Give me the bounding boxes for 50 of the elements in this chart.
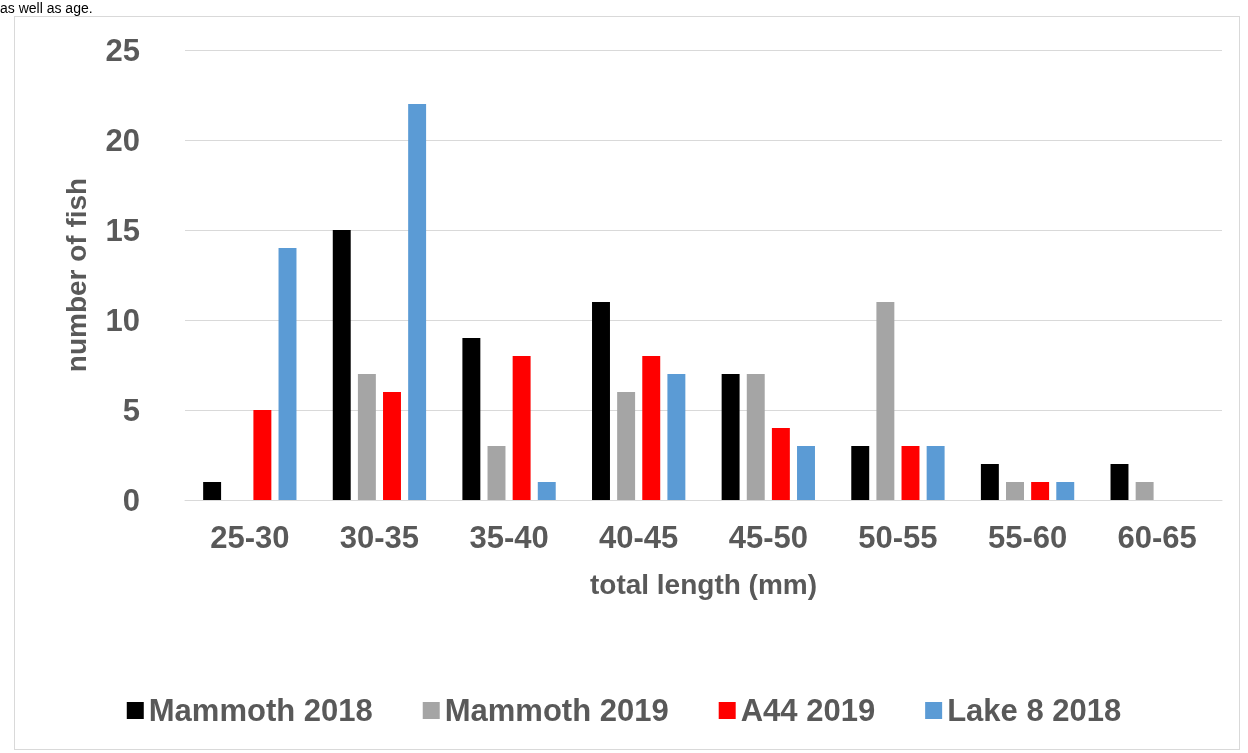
y-tick-label: 20 bbox=[105, 122, 140, 158]
text: as well as age. bbox=[0, 0, 93, 16]
bar bbox=[901, 446, 920, 500]
bar bbox=[1110, 464, 1129, 500]
x-tick-label: 55-60 bbox=[987, 520, 1068, 555]
y-tick-label: 15 bbox=[105, 212, 140, 248]
bar bbox=[357, 374, 376, 500]
bar bbox=[1135, 482, 1154, 500]
y-tick-label: 5 bbox=[122, 392, 140, 428]
bar bbox=[278, 248, 297, 500]
bar bbox=[721, 374, 740, 500]
x-tick-label: 35-40 bbox=[469, 520, 549, 555]
bar bbox=[797, 446, 815, 500]
bar bbox=[980, 464, 999, 500]
x-tick-label: 60-65 bbox=[1117, 520, 1197, 555]
bar bbox=[383, 392, 401, 500]
y-tick-label: 0 bbox=[122, 482, 140, 518]
x-tick-label: 30-35 bbox=[339, 520, 420, 555]
bar bbox=[642, 356, 661, 500]
bar bbox=[746, 374, 765, 500]
bar bbox=[851, 446, 870, 500]
bar bbox=[771, 428, 790, 500]
bar bbox=[203, 482, 222, 500]
x-tick-label: 40-45 bbox=[599, 520, 679, 555]
bar bbox=[1031, 482, 1050, 500]
y-tick-label: 25 bbox=[105, 32, 140, 68]
x-axis-title: total length (mm) bbox=[589, 568, 818, 600]
bar bbox=[592, 302, 610, 500]
bar bbox=[487, 446, 506, 500]
bar bbox=[1006, 482, 1024, 500]
bar bbox=[332, 230, 351, 500]
bar bbox=[253, 410, 272, 500]
x-tick-label: 50-55 bbox=[858, 520, 938, 555]
bar bbox=[1056, 482, 1075, 500]
bar bbox=[408, 104, 427, 500]
legend-label: Lake 8 2018 bbox=[947, 693, 1122, 728]
x-tick-label: 25-30 bbox=[210, 520, 290, 555]
bar bbox=[617, 392, 636, 500]
bar bbox=[667, 374, 686, 500]
bar bbox=[926, 446, 945, 500]
legend-label: A44 2019 bbox=[740, 693, 876, 728]
bar bbox=[512, 356, 531, 500]
bar bbox=[537, 482, 556, 500]
y-axis-title: number of fish bbox=[60, 177, 92, 373]
y-tick-label: 10 bbox=[105, 302, 140, 338]
legend-label: Mammoth 2019 bbox=[444, 693, 669, 728]
bar bbox=[462, 338, 481, 500]
legend-label: Mammoth 2018 bbox=[148, 693, 373, 728]
bar bbox=[876, 302, 895, 500]
x-tick-label: 45-50 bbox=[728, 520, 808, 555]
